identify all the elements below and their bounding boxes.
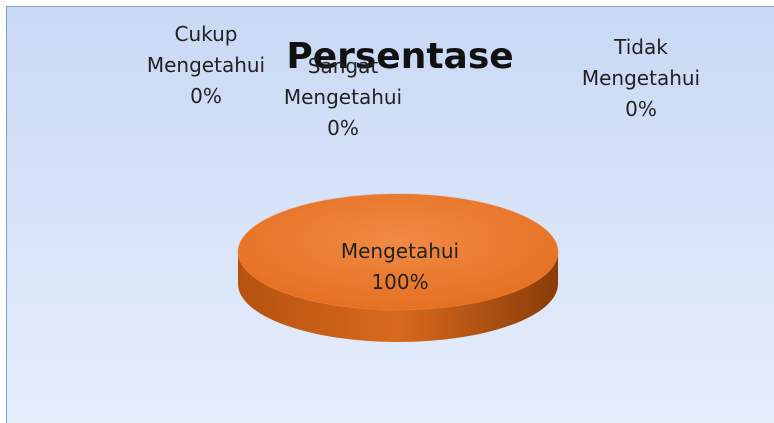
- category-label: Mengetahui: [340, 239, 460, 263]
- value-label: 0%: [625, 97, 657, 121]
- category-label: Sangat Mengetahui: [283, 54, 403, 109]
- value-label: 0%: [190, 84, 222, 108]
- data-label: Sangat Mengetahui 0%: [268, 51, 418, 144]
- category-label: Cukup Mengetahui: [146, 22, 266, 77]
- data-label: Cukup Mengetahui 0%: [131, 19, 281, 112]
- data-label: Tidak Mengetahui 0%: [566, 32, 716, 125]
- data-label: Mengetahui 100%: [325, 236, 475, 298]
- value-label: 0%: [327, 116, 359, 140]
- slice: [237, 193, 559, 342]
- chart-title: Persentase: [286, 36, 514, 77]
- value-label: 100%: [371, 270, 429, 294]
- category-label: Tidak Mengetahui: [581, 35, 701, 90]
